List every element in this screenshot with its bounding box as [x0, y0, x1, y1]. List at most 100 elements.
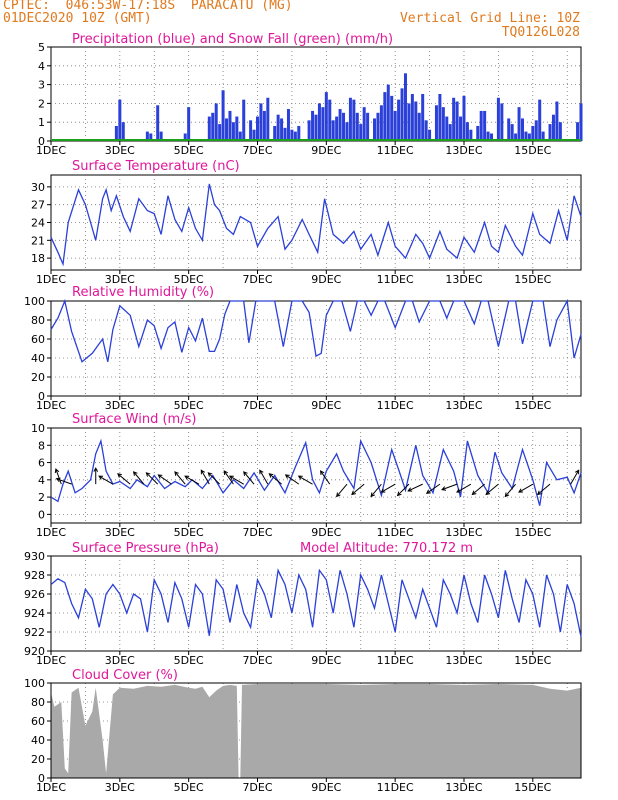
precip-bar — [476, 125, 480, 141]
precip-bar — [183, 133, 187, 141]
wind-arrow-head — [456, 488, 462, 493]
precip-bar — [352, 99, 356, 141]
x-tick-label: 9DEC — [311, 526, 341, 539]
y-tick-label: 24 — [31, 217, 45, 230]
precip-bar — [338, 109, 342, 141]
precip-bar — [225, 118, 229, 141]
precip-bar — [345, 122, 349, 141]
wind-arrow — [518, 483, 534, 493]
y-tick-label: 926 — [24, 588, 45, 601]
precip-bar — [541, 131, 545, 141]
y-tick-label: 2 — [38, 97, 45, 110]
x-tick-label: 1DEC — [36, 273, 66, 286]
precip-bar — [579, 103, 583, 141]
x-tick-label: 5DEC — [174, 144, 204, 157]
precip-bar — [548, 124, 552, 141]
wind-arrow-head — [98, 475, 104, 480]
wind-arrow — [456, 483, 472, 493]
precip-bar — [424, 120, 428, 141]
wind-arrow-head — [174, 471, 179, 476]
precip-bar — [459, 116, 463, 141]
x-tick-label: 15DEC — [514, 144, 551, 157]
precip-bar — [538, 99, 542, 141]
series-line — [50, 438, 582, 506]
precip-bar — [228, 110, 232, 141]
precip-bar — [531, 125, 535, 141]
wind-arrow — [285, 474, 300, 485]
y-tick-label: 27 — [31, 199, 45, 212]
precip-bar — [297, 125, 301, 141]
precip-bar — [534, 120, 538, 141]
x-tick-label: 11DEC — [377, 526, 414, 539]
precip-bar — [469, 129, 473, 141]
x-tick-label: 15DEC — [514, 526, 551, 539]
wind-arrow-head — [351, 490, 356, 496]
precip-bar — [235, 116, 239, 141]
panel-6 — [47, 682, 582, 782]
precip-bar — [311, 110, 315, 141]
precip-bar — [496, 97, 500, 141]
panel-annotation: Model Altitude: 770.172 m — [300, 541, 473, 556]
precip-bar — [214, 103, 218, 141]
panel-title: Cloud Cover (%) — [72, 668, 178, 683]
precip-bar — [438, 94, 442, 141]
precip-bar — [286, 109, 290, 141]
y-tick-label: 0 — [38, 772, 45, 785]
x-tick-label: 3DEC — [105, 273, 135, 286]
panel-frame — [50, 300, 582, 397]
precip-bar — [520, 118, 524, 141]
wind-arrow — [485, 483, 499, 495]
y-tick-label: 930 — [24, 550, 45, 563]
precip-bar — [390, 95, 394, 141]
panel-frame — [50, 682, 582, 779]
y-tick-label: 922 — [24, 626, 45, 639]
precip-bar — [555, 101, 559, 141]
x-tick-label: 3DEC — [105, 526, 135, 539]
wind-arrow-head — [574, 469, 580, 475]
x-tick-label: 13DEC — [445, 526, 482, 539]
wind-arrow-head — [471, 490, 477, 496]
wind-arrow — [370, 483, 382, 497]
precip-bar — [273, 125, 277, 141]
x-tick-label: 3DEC — [105, 399, 135, 412]
panel-title: Surface Temperature (nC) — [72, 159, 240, 174]
precip-bar — [328, 99, 332, 141]
x-tick-label: 1DEC — [36, 399, 66, 412]
wind-arrow-head — [370, 492, 376, 498]
wind-arrow — [381, 483, 396, 493]
precip-bar — [379, 105, 383, 141]
y-tick-label: 6 — [38, 457, 45, 470]
y-tick-label: 924 — [24, 607, 45, 620]
wind-arrow-head — [223, 470, 229, 476]
wind-arrow — [98, 475, 114, 485]
precip-bar — [486, 131, 490, 141]
wind-arrow — [133, 471, 145, 485]
wind-arrow-head — [504, 492, 510, 498]
precip-bar — [514, 133, 518, 141]
panel-2 — [47, 174, 582, 274]
precip-bar — [479, 110, 483, 141]
precip-bar — [403, 73, 407, 141]
x-tick-label: 11DEC — [377, 273, 414, 286]
panel-3 — [47, 298, 582, 400]
precip-bar — [393, 110, 397, 141]
wind-arrow — [537, 483, 551, 495]
precip-bar — [527, 133, 531, 141]
precip-bar — [121, 122, 125, 141]
precip-bar — [517, 107, 521, 141]
y-tick-label: 80 — [31, 696, 45, 709]
y-tick-label: 20 — [31, 753, 45, 766]
x-tick-label: 13DEC — [445, 399, 482, 412]
precip-bar — [448, 124, 452, 141]
wind-arrow — [223, 470, 234, 485]
x-tick-label: 15DEC — [514, 654, 551, 667]
x-tick-label: 7DEC — [242, 654, 272, 667]
precip-bar — [359, 124, 363, 141]
x-tick-label: 1DEC — [36, 526, 66, 539]
x-tick-label: 15DEC — [514, 781, 551, 794]
wind-arrow — [472, 483, 485, 495]
precip-bar — [259, 103, 263, 141]
y-tick-label: 100 — [24, 677, 45, 690]
wind-arrow — [259, 470, 269, 485]
